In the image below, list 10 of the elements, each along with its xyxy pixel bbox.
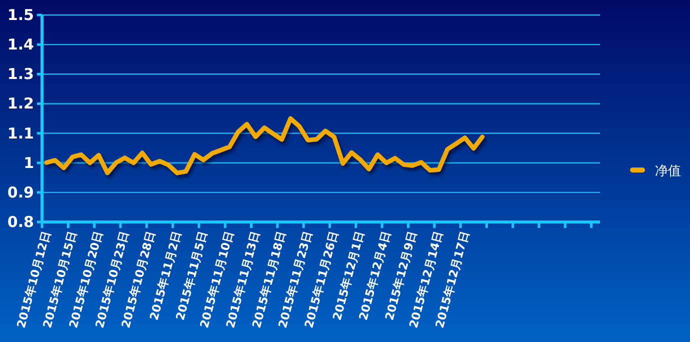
line-series [44, 116, 485, 176]
y-tick-label: 0.8 [7, 213, 34, 231]
y-tick-label: 1.3 [7, 65, 34, 84]
y-tick-label: 1 [24, 154, 34, 172]
y-tick-label: 1.2 [7, 94, 34, 113]
y-tick-label: 0.9 [7, 183, 34, 202]
legend-label: 净值 [655, 164, 681, 179]
y-tick-label: 1.5 [7, 6, 34, 24]
y-tick-label: 1.1 [7, 124, 34, 142]
y-tick-label: 1.4 [7, 36, 34, 54]
